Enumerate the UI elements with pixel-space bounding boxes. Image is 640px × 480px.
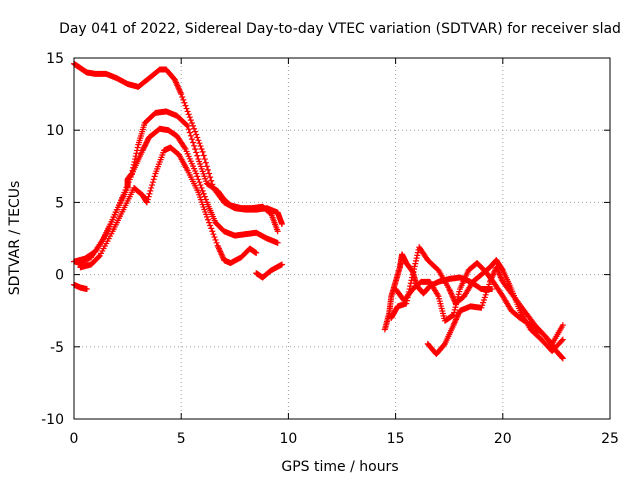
series-track-rise-3 [77, 144, 260, 271]
y-tick-label: -10 [41, 412, 64, 428]
plot-frame [73, 57, 611, 420]
chart-title: Day 041 of 2022, Sidereal Day-to-day VTE… [59, 21, 621, 37]
y-tick-label: 15 [46, 51, 64, 67]
series-track-top [71, 60, 285, 228]
x-tick-label: 15 [387, 431, 405, 447]
y-tick-label: 10 [46, 123, 64, 139]
x-tick-label: 25 [601, 431, 619, 447]
x-axis-title: GPS time / hours [281, 459, 398, 475]
y-tick-label: 0 [55, 268, 64, 284]
y-tick-label: 5 [55, 195, 64, 211]
y-tick-label: -5 [50, 340, 64, 356]
grid-lines [74, 58, 610, 419]
x-tick-label: 5 [177, 431, 186, 447]
y-axis-title: SDTVAR / TECUs [7, 181, 23, 296]
x-tick-label: 10 [279, 431, 297, 447]
axis-ticks: 0 5 10 15 20 25 -10 -5 0 5 10 15 [41, 51, 619, 447]
series-track-rise-2 [75, 125, 281, 268]
x-tick-label: 20 [494, 431, 512, 447]
x-tick-label: 0 [70, 431, 79, 447]
series-group2-d [392, 260, 566, 347]
series-track-low [253, 261, 285, 281]
data-series [71, 60, 566, 362]
